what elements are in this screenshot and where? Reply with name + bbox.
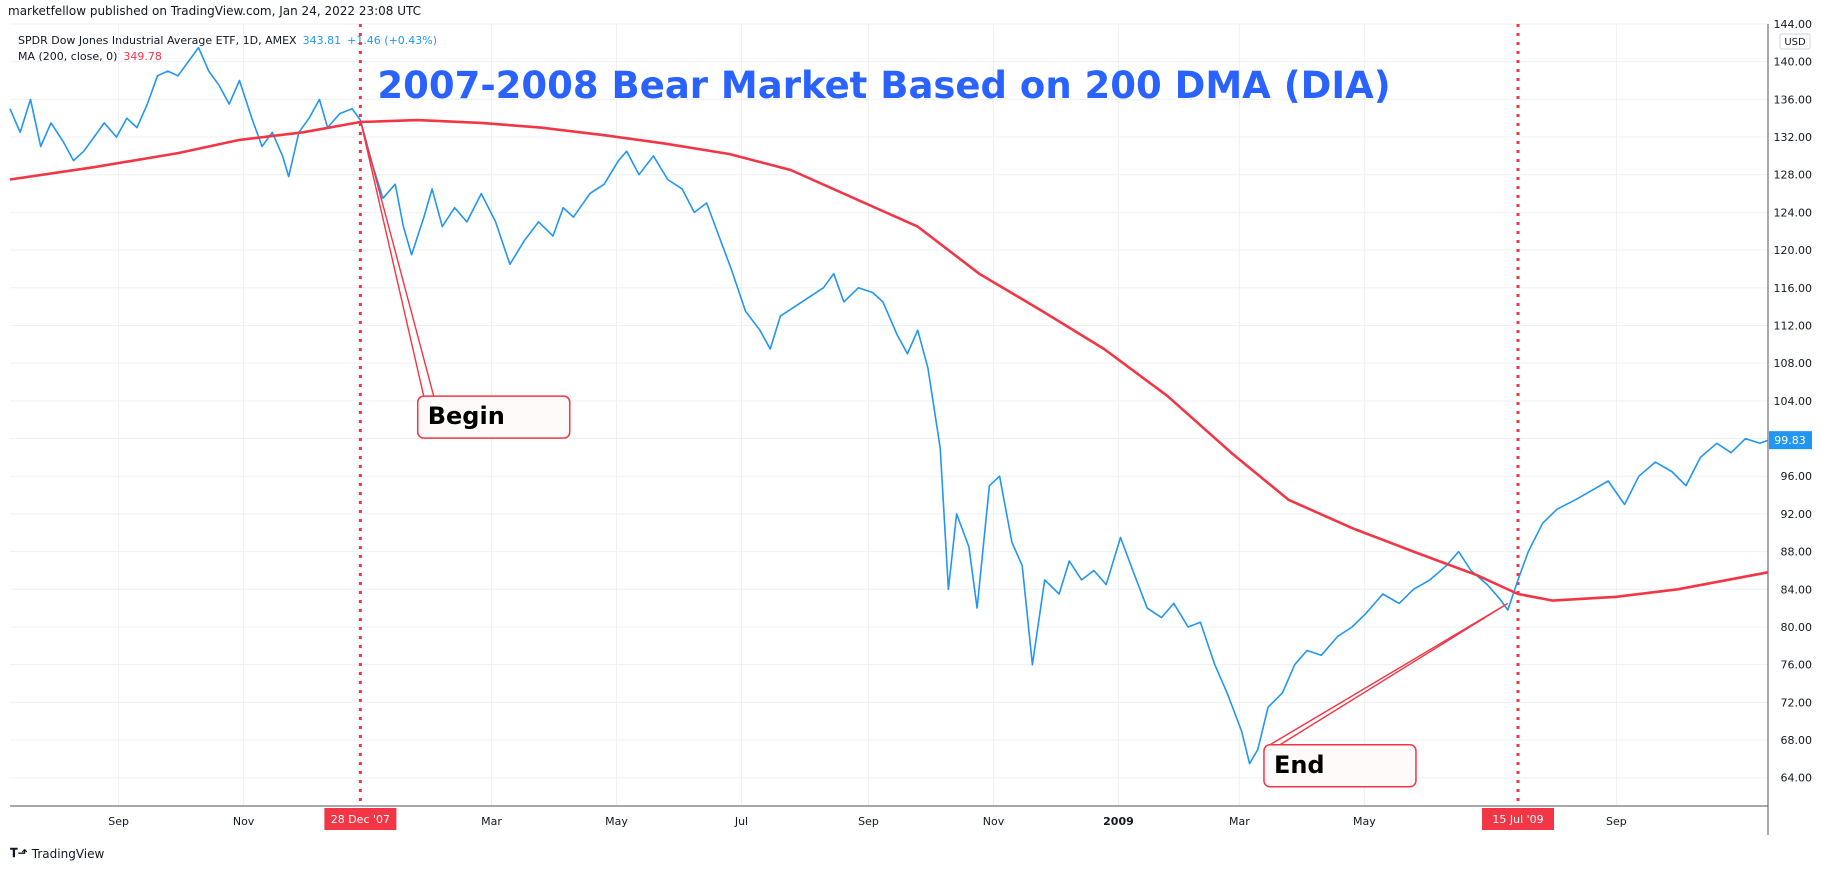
- x-tick-label: Sep: [858, 815, 879, 828]
- ma-legend-row[interactable]: MA (200, close, 0) 349.78: [18, 49, 437, 65]
- annotation-pointer: [1269, 602, 1509, 746]
- x-tick-label: Mar: [481, 815, 502, 828]
- y-tick-label: 140.00: [1774, 56, 1813, 69]
- y-tick-label: 132.00: [1774, 131, 1813, 144]
- ma-series-line: [9, 118, 1769, 602]
- annotation-box: [1263, 744, 1417, 788]
- annotation-label: Begin: [428, 402, 505, 430]
- y-tick-label: 88.00: [1781, 546, 1813, 559]
- x-tick-label: Nov: [233, 815, 255, 828]
- y-tick-label: 108.00: [1774, 357, 1813, 370]
- y-tick-label: 76.00: [1781, 659, 1813, 672]
- y-tick-label: 136.00: [1774, 93, 1813, 106]
- x-tick-label: Sep: [108, 815, 129, 828]
- x-tick-label: May: [605, 815, 628, 828]
- price-series-line: [9, 46, 1769, 765]
- x-tick-label: Mar: [1229, 815, 1250, 828]
- y-tick-label: 92.00: [1781, 508, 1813, 521]
- annotation-box: [416, 395, 571, 439]
- y-tick-label: 96.00: [1781, 470, 1813, 483]
- symbol-value: 343.81: [302, 34, 342, 47]
- currency-badge: [1779, 33, 1811, 50]
- y-tick-label: 104.00: [1774, 395, 1813, 408]
- y-tick-label: 124.00: [1774, 206, 1813, 219]
- tradingview-logo-text: TradingView: [31, 846, 105, 861]
- x-tick-label: May: [1353, 815, 1376, 828]
- date-marker-badge: [324, 808, 397, 830]
- x-tick-label: Jul: [734, 815, 748, 828]
- ma-value: 349.78: [123, 50, 162, 63]
- symbol-legend-row[interactable]: SPDR Dow Jones Industrial Average ETF, 1…: [18, 33, 437, 49]
- last-price-label: 99.83: [1774, 434, 1806, 447]
- chart-legend: SPDR Dow Jones Industrial Average ETF, 1…: [18, 33, 437, 65]
- symbol-name: SPDR Dow Jones Industrial Average ETF, 1…: [18, 34, 297, 47]
- y-tick-label: 68.00: [1781, 734, 1813, 747]
- y-tick-label: 116.00: [1774, 282, 1813, 295]
- symbol-change: +1.46 (+0.43%): [347, 34, 438, 47]
- date-marker-label: 28 Dec '07: [331, 813, 390, 826]
- ma-name: MA (200, close, 0): [18, 50, 118, 63]
- annotation-pointer: [359, 119, 435, 397]
- tradingview-footer[interactable]: 𝐓⬏ TradingView: [10, 846, 104, 861]
- y-tick-label: 120.00: [1774, 244, 1813, 257]
- y-tick-label: 80.00: [1781, 621, 1813, 634]
- y-tick-label: 112.00: [1774, 319, 1813, 332]
- y-tick-label: 64.00: [1781, 772, 1813, 785]
- y-tick-label: 128.00: [1774, 169, 1813, 182]
- x-tick-label: Sep: [1606, 815, 1627, 828]
- last-price-badge: [1769, 431, 1812, 450]
- chart-title: 2007-2008 Bear Market Based on 200 DMA (…: [377, 64, 1391, 107]
- x-tick-label: Nov: [983, 815, 1005, 828]
- x-tick-label: 2009: [1103, 815, 1134, 828]
- date-marker-badge: [1482, 808, 1555, 830]
- y-tick-label: 72.00: [1781, 696, 1813, 709]
- y-tick-label: 144.00: [1774, 18, 1813, 31]
- y-tick-label: 84.00: [1781, 583, 1813, 596]
- currency-label: USD: [1784, 37, 1806, 48]
- date-marker-label: 15 Jul '09: [1492, 813, 1543, 826]
- annotation-label: End: [1274, 751, 1325, 779]
- publisher-line: marketfellow published on TradingView.co…: [8, 4, 421, 18]
- tradingview-logo-icon: 𝐓⬏: [10, 846, 28, 860]
